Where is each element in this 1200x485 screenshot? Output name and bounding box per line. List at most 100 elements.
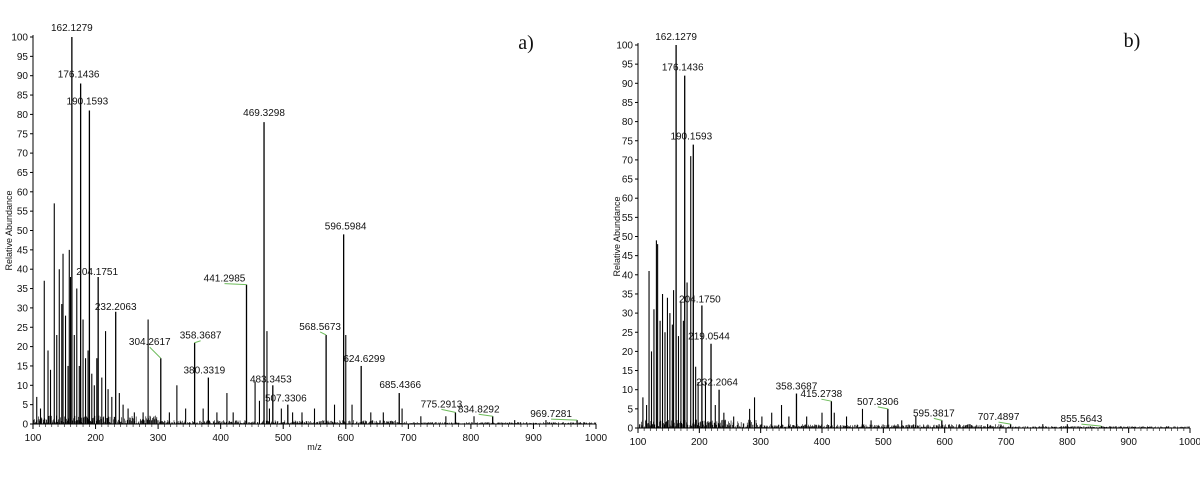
- y-tick-label: 5: [627, 404, 633, 415]
- x-tick-label: 200: [691, 437, 708, 448]
- y-tick-label: 15: [17, 361, 29, 372]
- x-tick-label: 400: [814, 437, 831, 448]
- y-tick-label: 35: [622, 289, 634, 300]
- peak-label: 232.2064: [696, 378, 738, 389]
- x-tick-label: 900: [1120, 437, 1137, 448]
- panel-label: b): [1124, 30, 1141, 52]
- peak-label: 469.3298: [243, 108, 285, 119]
- y-axis-label: Relative Abundance: [4, 190, 14, 270]
- spectrum-panel-a: 162.1279 176.1436 190.1593 204.1751 232.2063…: [4, 23, 608, 452]
- y-tick-label: 15: [622, 366, 634, 377]
- peak-label: 232.2063: [95, 302, 137, 313]
- y-tick-label: 90: [622, 79, 634, 90]
- x-tick-label: 700: [998, 437, 1015, 448]
- y-tick-label: 25: [622, 328, 634, 339]
- peak-sticks: [642, 45, 1103, 428]
- peak-label-leader: [194, 340, 201, 344]
- y-tick-label: 10: [622, 385, 634, 396]
- peak-sticks: [36, 37, 578, 424]
- peak-label-leader: [319, 331, 327, 336]
- peak-label: 176.1436: [662, 63, 704, 74]
- y-tick-label: 80: [17, 110, 29, 121]
- peak-label: 595.3817: [913, 408, 955, 419]
- peak-label-leader: [478, 413, 493, 417]
- peak-label: 380.3319: [184, 366, 226, 377]
- y-tick-label: 70: [622, 155, 634, 166]
- x-tick-label: 300: [150, 433, 167, 444]
- y-tick-label: 25: [17, 323, 29, 334]
- peak-label: 441.2985: [204, 274, 246, 285]
- panel-label: a): [518, 32, 534, 54]
- peak-label-leader: [149, 346, 162, 359]
- peak-label: 685.4366: [379, 380, 421, 391]
- y-tick-label: 10: [17, 381, 29, 392]
- peak-label-leader: [933, 417, 942, 421]
- y-tick-label: 65: [622, 175, 634, 186]
- y-tick-label: 95: [17, 52, 29, 63]
- x-tick-label: 100: [630, 437, 647, 448]
- peak-label: 415.2738: [801, 389, 843, 400]
- peak-labels: 162.1279 176.1436 190.1593 204.1750 219.0544…: [655, 32, 1103, 427]
- y-tick-label: 35: [17, 284, 29, 295]
- peak-label: 358.3687: [776, 382, 818, 393]
- y-tick-label: 0: [627, 424, 633, 435]
- y-tick-label: 20: [17, 342, 29, 353]
- peak-label: 190.1593: [670, 132, 712, 143]
- y-tick-label: 0: [22, 420, 28, 431]
- x-tick-label: 600: [936, 437, 953, 448]
- baseline-noise: [638, 419, 1191, 428]
- x-tick-label: 500: [875, 437, 892, 448]
- x-tick-label: 700: [400, 433, 417, 444]
- y-axis-label: Relative Abundance: [612, 196, 622, 276]
- y-tick-label: 80: [622, 117, 634, 128]
- y-tick-label: 65: [17, 168, 29, 179]
- y-tick-label: 45: [17, 245, 29, 256]
- peak-label-leader: [224, 283, 247, 286]
- spectrum-panel-b: 162.1279 176.1436 190.1593 204.1750 219.0544…: [612, 30, 1200, 448]
- peak-label: 162.1279: [51, 23, 93, 34]
- peak-label: 204.1750: [679, 294, 721, 305]
- y-tick-label: 20: [622, 347, 634, 358]
- peak-label: 969.7281: [530, 409, 572, 420]
- peak-label: 568.5673: [299, 322, 341, 333]
- peak-label-leader: [1081, 423, 1102, 427]
- y-tick-label: 55: [622, 213, 634, 224]
- y-tick-label: 70: [17, 149, 29, 160]
- x-tick-label: 300: [752, 437, 769, 448]
- y-tick-label: 95: [622, 60, 634, 71]
- y-tick-label: 30: [17, 303, 29, 314]
- y-tick-label: 40: [622, 270, 634, 281]
- y-tick-label: 60: [17, 187, 29, 198]
- peak-label: 204.1751: [76, 267, 118, 278]
- y-tick-label: 75: [622, 136, 634, 147]
- y-tick-label: 50: [622, 232, 634, 243]
- x-tick-label: 400: [212, 433, 229, 444]
- peak-label-leader: [998, 421, 1011, 425]
- peak-label: 304.2617: [129, 337, 171, 348]
- peak-label: 596.5984: [325, 221, 367, 232]
- x-tick-label: 1000: [585, 433, 608, 444]
- y-tick-label: 60: [622, 194, 634, 205]
- y-tick-label: 5: [22, 400, 28, 411]
- y-tick-label: 30: [622, 309, 634, 320]
- y-tick-label: 40: [17, 265, 29, 276]
- peak-label: 855.5643: [1061, 414, 1103, 425]
- y-tick-label: 55: [17, 207, 29, 218]
- y-tick-label: 85: [17, 91, 29, 102]
- y-tick-label: 85: [622, 98, 634, 109]
- axes: 100 200 300 400 500 600 700 800 900 1000 0 5 10 15 20 2…: [612, 41, 1200, 449]
- peak-label: 358.3687: [180, 331, 222, 342]
- x-tick-label: 800: [463, 433, 480, 444]
- y-tick-label: 45: [622, 251, 634, 262]
- peak-label: 624.6299: [343, 354, 385, 365]
- peak-label: 507.3306: [857, 397, 899, 408]
- y-tick-label: 100: [11, 33, 28, 44]
- x-tick-label: 1000: [1179, 437, 1200, 448]
- peak-label: 775.2913: [421, 399, 463, 410]
- x-tick-label: 500: [275, 433, 292, 444]
- peak-labels: 162.1279 176.1436 190.1593 204.1751 232.2063…: [51, 23, 578, 421]
- x-axis-label: m/z: [307, 442, 322, 452]
- peak-label-leader: [877, 406, 888, 410]
